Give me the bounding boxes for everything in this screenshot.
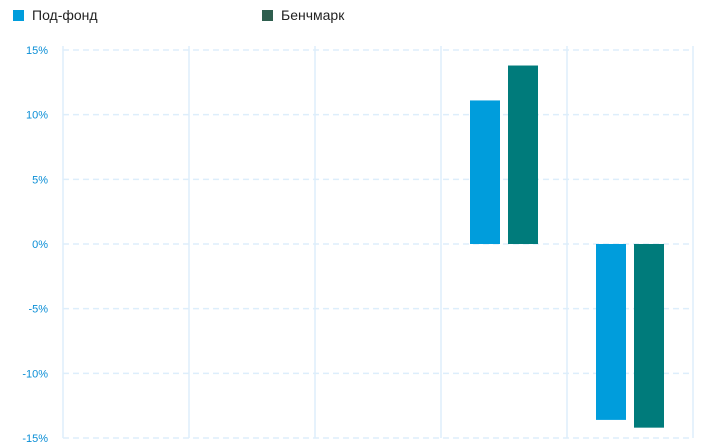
legend-label-benchmark: Бенчмарк (281, 7, 345, 23)
bar (508, 65, 538, 245)
bar (596, 244, 626, 420)
y-tick-label: 10% (26, 110, 48, 122)
legend-item-benchmark: Бенчмарк (262, 5, 344, 25)
legend-label-sub-fund: Под-фонд (32, 7, 98, 23)
y-tick-label: -15% (22, 433, 48, 443)
y-tick-label: -5% (28, 304, 48, 316)
y-tick-label: 15% (26, 45, 48, 57)
legend-swatch-sub-fund (13, 9, 24, 21)
legend-swatch-benchmark (262, 9, 273, 21)
bar (470, 100, 500, 244)
y-tick-label: 5% (32, 174, 48, 186)
y-tick-label: 0% (32, 239, 48, 251)
chart-legend: Под-фонд Бенчмарк (0, 5, 705, 25)
y-tick-label: -10% (22, 368, 48, 380)
legend-item-sub-fund: Под-фонд (13, 5, 98, 25)
bar (634, 244, 664, 428)
